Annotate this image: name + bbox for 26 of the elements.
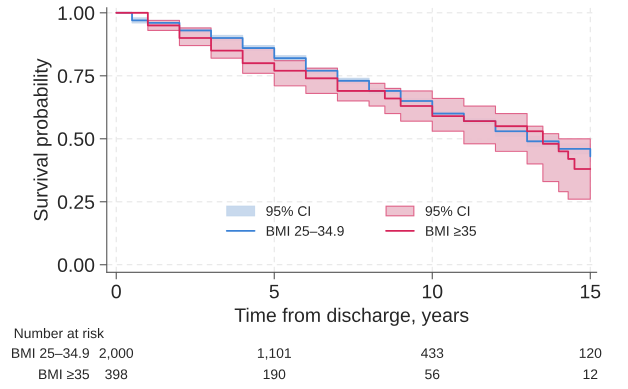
text: 398 — [105, 369, 128, 380]
text: 433 — [421, 348, 444, 358]
x-tick-label: 10 — [422, 284, 442, 298]
y-tick-label: 0.25 — [58, 195, 94, 209]
x-axis-title: Time from discharge, years — [234, 308, 468, 326]
text: 12 — [584, 369, 598, 380]
y-axis-title: Survival probability — [33, 58, 52, 221]
x-tick-label: 15 — [580, 284, 600, 298]
x-tick-label: 5 — [270, 284, 279, 298]
legend-label: BMI 25–34.9 — [266, 226, 344, 236]
y-tick-label: 0.50 — [58, 132, 94, 146]
x-tick-label: 0 — [112, 284, 121, 298]
text: 190 — [264, 369, 286, 380]
legend-label: BMI ≥35 — [426, 226, 476, 236]
text: 1,101 — [258, 348, 291, 360]
text: 120 — [580, 348, 602, 358]
y-tick-label: 0.00 — [58, 258, 94, 272]
text: 2,000 — [100, 348, 134, 360]
text: Number at risk — [14, 328, 104, 338]
text: BMI ≥35 — [39, 369, 90, 380]
y-tick-label: 0.75 — [58, 69, 94, 84]
y-tick-label: 1.00 — [58, 6, 94, 20]
text: 56 — [425, 369, 440, 380]
annotation: 95% CI — [266, 206, 310, 216]
annotation: 95% CI — [426, 206, 470, 216]
text: BMI 25–34.9 — [12, 348, 89, 358]
